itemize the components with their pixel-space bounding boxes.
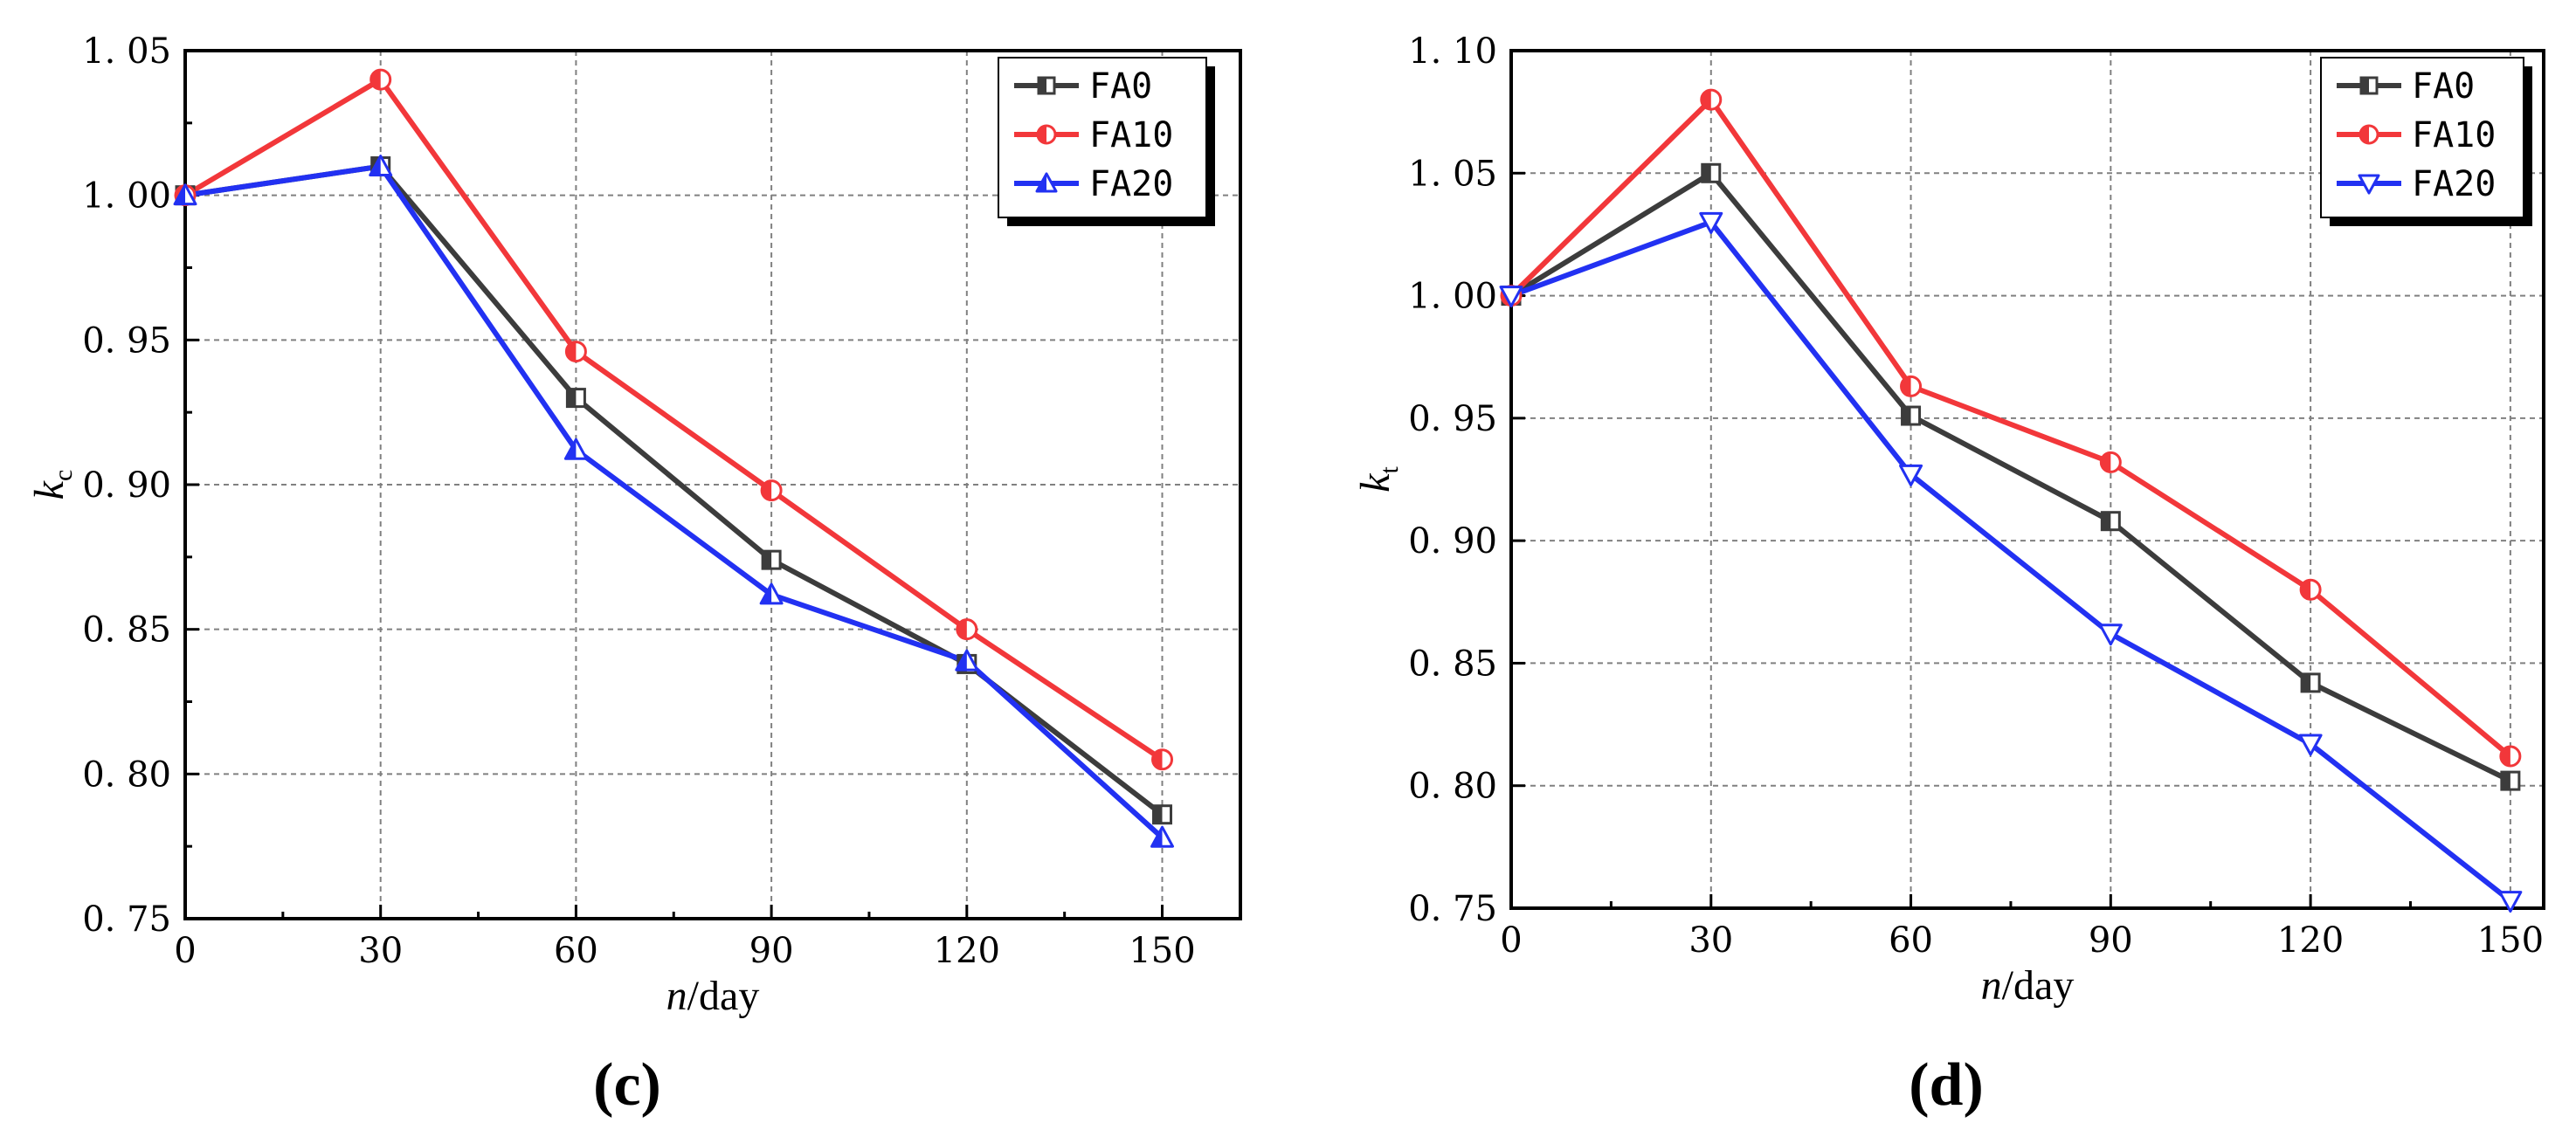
y-tick-label-c-6: 1. 05 [82,31,171,72]
x-tick-label-d-5: 150 [2477,920,2544,961]
x-axis-label-unit-d: /day [2002,962,2075,1009]
x-tick-label-d-0: 0 [1500,920,1522,961]
series-line-d-FA20 [1509,219,2512,903]
legend-label-d-FA10: FA10 [2412,115,2496,155]
plot-frame-d [1509,49,2545,910]
point-d-FA20-0 [1499,286,1523,308]
legend-marker-c-FA20-fill [1037,174,1046,191]
y-tick-label-d-2: 0. 85 [1408,644,1497,684]
x-axis-label-unit-c: /day [687,973,760,1019]
panel-label-c: (c) [593,1051,661,1119]
point-c-FA0-2-fill [567,389,577,407]
legend-label-c-FA20: FA20 [1089,164,1173,204]
chart-d: 0. 75 0. 80 0. 85 0. 90 0. 95 1. 00 1. 05 1. 10… [1352,31,2545,1119]
series-line-c-FA20 [184,163,1164,840]
legend-label-c-FA10: FA10 [1089,115,1173,155]
x-tick-label-c-0: 0 [174,931,196,971]
point-d-FA20-3 [2098,624,2123,646]
point-d-FA20-2 [1899,464,1923,486]
point-c-FA0-3-fill [763,551,772,569]
x-tick-label-d-4: 120 [2277,920,2344,961]
y-tick-label-c-3: 0. 90 [82,465,171,506]
series-line-d-FA0 [1509,170,2512,783]
legend-label-c-FA0: FA0 [1089,66,1152,107]
y-axis-label-var-c: k [26,479,73,500]
series-line-c-FA0 [184,163,1164,817]
y-tick-label-d-7: 1. 10 [1408,31,1497,72]
y-tick-label-d-0: 0. 75 [1408,889,1497,929]
point-d-FA10-4-fill [2301,580,2311,600]
legend-marker-d-FA10-fill [2360,126,2369,143]
point-c-FA10-4-fill [957,619,967,639]
x-tick-label-d-3: 90 [2089,920,2133,961]
y-tick-label-c-2: 0. 85 [82,610,171,651]
point-c-FA10-1-fill [370,70,381,90]
point-d-FA20-1 [1699,211,1723,234]
point-d-FA0-1-fill [1702,164,1711,183]
y-axis-label-var-d: k [1352,472,1398,493]
point-c-FA20-5-fill [1151,827,1163,847]
y-axis-label-d: kt [1352,466,1404,493]
point-d-FA10-3-fill [2101,452,2111,472]
point-c-FA10-2-fill [566,341,577,362]
x-tick-label-c-5: 150 [1129,931,1195,971]
point-d-FA0-3-fill [2102,512,2111,530]
y-tick-label-d-4: 0. 95 [1408,399,1497,439]
x-tick-label-d-2: 60 [1889,920,1933,961]
legend-marker-c-FA0-fill [1039,78,1046,93]
point-d-FA10-2-fill [1901,376,1911,396]
y-tick-label-d-3: 0. 90 [1408,521,1497,562]
point-c-FA0-5-fill [1153,805,1163,823]
y-tick-label-c-4: 0. 95 [82,320,171,361]
x-tick-label-c-1: 30 [358,931,403,971]
y-tick-label-d-1: 0. 80 [1408,767,1497,807]
point-d-FA10-1-fill [1701,90,1711,110]
legend-d: FA0 FA10 FA20 [2320,57,2532,226]
y-tick-label-c-1: 0. 80 [82,754,171,795]
point-c-FA10-5-fill [1152,749,1163,769]
point-d-FA20-5 [2498,891,2523,913]
y-axis-label-sub-d: t [1375,466,1404,474]
series-line-d-FA10 [1509,97,2512,759]
x-axis-label-var-c: n [666,973,687,1019]
panel-label-d: (d) [1909,1051,1984,1119]
point-c-FA20-1-fill [369,155,381,176]
point-c-FA20-2-fill [565,439,577,459]
chart-c: 0. 75 0. 80 0. 85 0. 90 0. 95 1. 00 1. 05 0 30 60… [26,31,1242,1119]
x-tick-label-c-2: 60 [554,931,598,971]
legend-label-d-FA0: FA0 [2412,66,2475,107]
y-tick-label-d-5: 1. 00 [1408,277,1497,317]
legend-c: FA0 FA10 FA20 [998,57,1215,226]
point-d-FA0-4-fill [2302,673,2311,692]
point-d-FA0-5-fill [2501,772,2510,790]
y-tick-label-c-0: 0. 75 [82,899,171,940]
y-tick-label-d-6: 1. 05 [1408,154,1497,194]
point-c-FA10-3-fill [762,480,772,500]
point-c-FA20-4-fill [956,651,967,671]
legend-marker-c-FA10-fill [1038,126,1046,143]
legend-marker-d-FA20 [2358,174,2380,195]
x-axis-label-c: n/day [666,973,760,1019]
point-c-FA20-3-fill [761,583,772,603]
x-tick-label-c-4: 120 [934,931,1000,971]
x-axis-label-var-d: n [1981,962,2002,1009]
y-tick-label-c-5: 1. 00 [82,176,171,217]
legend-marker-d-FA0-fill [2361,78,2369,93]
x-tick-label-d-1: 30 [1689,920,1733,961]
legend-label-d-FA20: FA20 [2412,164,2496,204]
series-line-c-FA10 [183,77,1164,762]
point-d-FA0-2-fill [1902,407,1911,425]
point-c-FA20-0-fill [175,184,185,204]
x-axis-label-d: n/day [1981,962,2075,1009]
y-axis-label-c: kc [26,470,78,500]
y-axis-label-sub-c: c [49,470,78,481]
point-d-FA10-5-fill [2500,747,2510,767]
point-d-FA20-4 [2298,734,2323,756]
x-tick-label-c-3: 90 [749,931,794,971]
